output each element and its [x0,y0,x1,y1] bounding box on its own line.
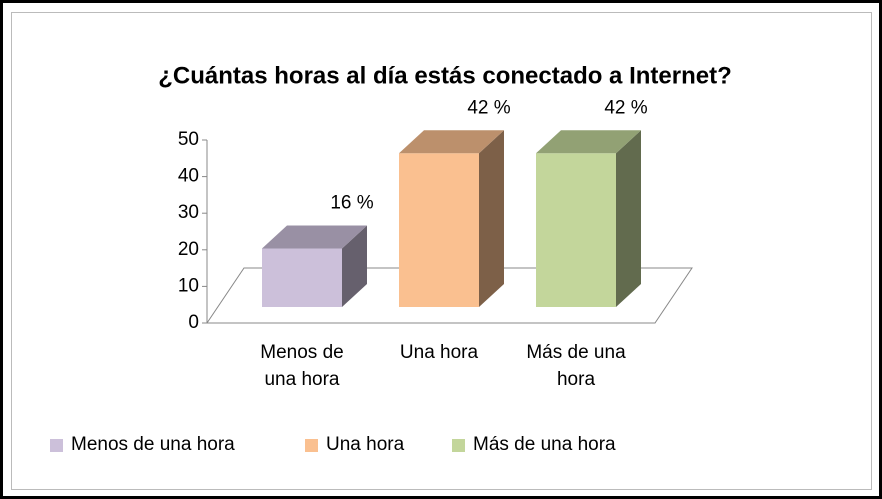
bar-top [262,225,367,249]
y-tick-label: 30 [178,202,199,223]
bar [262,225,367,307]
bar-front [399,153,479,307]
legend-entry: Más de una hora [452,434,616,456]
y-tick-label: 10 [178,275,199,296]
legend-label: Una hora [326,434,405,455]
chart-title: ¿Cuántas horas al día estás conectado a … [158,62,732,89]
legend-entry: Menos de una hora [50,434,235,456]
x-tick-label: Más de una hora [526,342,626,390]
x-tick-label: Una hora [399,342,479,363]
legend-swatch [305,438,318,452]
y-tick-label: 20 [178,239,199,260]
bar-front [262,248,342,307]
bar-side [616,130,641,307]
y-tick-label: 0 [188,312,199,333]
legend-label: Más de una hora [473,434,616,455]
y-tick-label: 50 [178,129,199,150]
bar [399,130,504,307]
bar-front [536,153,616,307]
legend-entry: Una hora [305,434,404,456]
value-label: 42 % [604,97,647,118]
bar-side [342,225,367,307]
legend-label: Menos de una hora [71,434,235,455]
bar [536,130,641,307]
bar-side [479,130,504,307]
y-tick-label: 40 [178,166,199,187]
value-label: 42 % [467,97,510,118]
legend-swatch [50,438,63,452]
bar-top [536,130,641,154]
x-tick-label: Menos de una hora [260,342,344,390]
value-label: 16 % [330,192,373,213]
legend-swatch [452,438,465,452]
bar-top [399,130,504,154]
